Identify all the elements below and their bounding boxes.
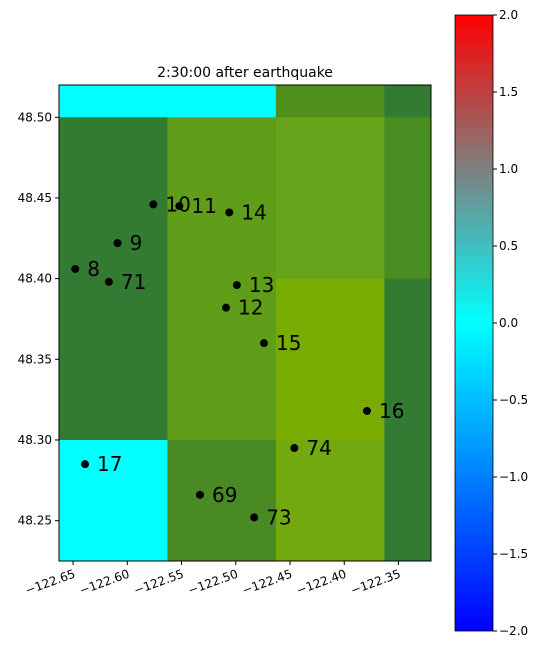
station-label: 8 [87,257,100,281]
station-label: 13 [249,273,274,297]
heatmap-cell [59,117,168,441]
station-point [113,239,122,248]
station-label: 69 [212,483,237,507]
heatmap-cell [59,85,277,118]
station-point [104,277,113,286]
station-label: 11 [191,194,216,218]
station-point [71,264,80,273]
station-label: 71 [121,270,146,294]
station-label: 16 [379,399,404,423]
heatmap-cell [59,439,168,561]
x-axis: −122.65 −122.60 −122.55 −122.50 −122.45 −122.… [23,561,402,598]
station-point [175,202,184,211]
y-tick-label: 48.50 [18,110,52,124]
heatmap-cell [384,117,431,280]
chart-title: 2:30:00 after earthquake [157,65,333,81]
station-label: 12 [238,296,263,320]
station-point [232,281,241,290]
heatmap-cell [167,117,277,441]
heatmap-cell [384,278,431,441]
colorbar-tick-label: 1.0 [499,162,518,176]
x-tick-label: −122.35 [349,567,403,598]
colorbar-tick-label: 1.5 [499,85,518,99]
heatmap-cell [275,117,385,280]
station-label: 74 [306,436,331,460]
colorbar-tick-label: 2.0 [499,8,518,22]
colorbar-tick-label: −1.5 [499,547,528,561]
station-point [290,444,299,453]
station-point [195,490,204,499]
station-point [225,208,234,217]
heatmap-cell [384,85,431,118]
y-tick-label: 48.35 [18,352,52,366]
heatmap-cell [275,278,385,441]
colorbar-tick-label: −2.0 [499,624,528,638]
y-axis: 48.25 48.30 48.35 48.40 48.45 48.50 [18,110,59,528]
x-tick-label: −122.65 [23,567,77,598]
station-point [363,406,372,415]
x-tick-label: −122.45 [240,567,294,598]
station-label: 15 [276,331,301,355]
station-point [250,513,259,522]
x-tick-label: −122.60 [78,567,132,598]
station-label: 9 [130,231,143,255]
y-tick-label: 48.40 [18,272,52,286]
station-point [259,339,268,348]
station-point [81,460,90,469]
station-label: 17 [97,452,122,476]
station-label: 73 [266,505,291,529]
station-label: 14 [241,200,266,224]
stations-layer: 10111498711312151674176973 [71,192,404,529]
x-tick-label: −122.40 [295,567,349,598]
station-point [222,303,231,312]
y-tick-label: 48.30 [18,433,52,447]
plot-frame [58,84,432,562]
heatmap-cells [59,85,431,561]
heatmap-cell [275,85,385,118]
heatmap-cell [275,439,385,561]
colorbar-tick-label: 0.0 [499,316,518,330]
heatmap-cell [167,439,277,561]
colorbar [454,14,494,632]
colorbar-tick-label: 0.5 [499,239,518,253]
heatmap-cell [384,439,431,561]
station-point [149,200,158,209]
colorbar-tick-label: −1.0 [499,470,528,484]
x-tick-label: −122.55 [132,567,186,598]
colorbar-tick-label: −0.5 [499,393,528,407]
x-tick-label: −122.50 [186,567,240,598]
y-tick-label: 48.45 [18,191,52,205]
colorbar-axis: 2.0 1.5 1.0 0.5 0.0 −0.5 −1.0 −1.5 −2.0 [493,8,528,638]
y-tick-label: 48.25 [18,514,52,528]
